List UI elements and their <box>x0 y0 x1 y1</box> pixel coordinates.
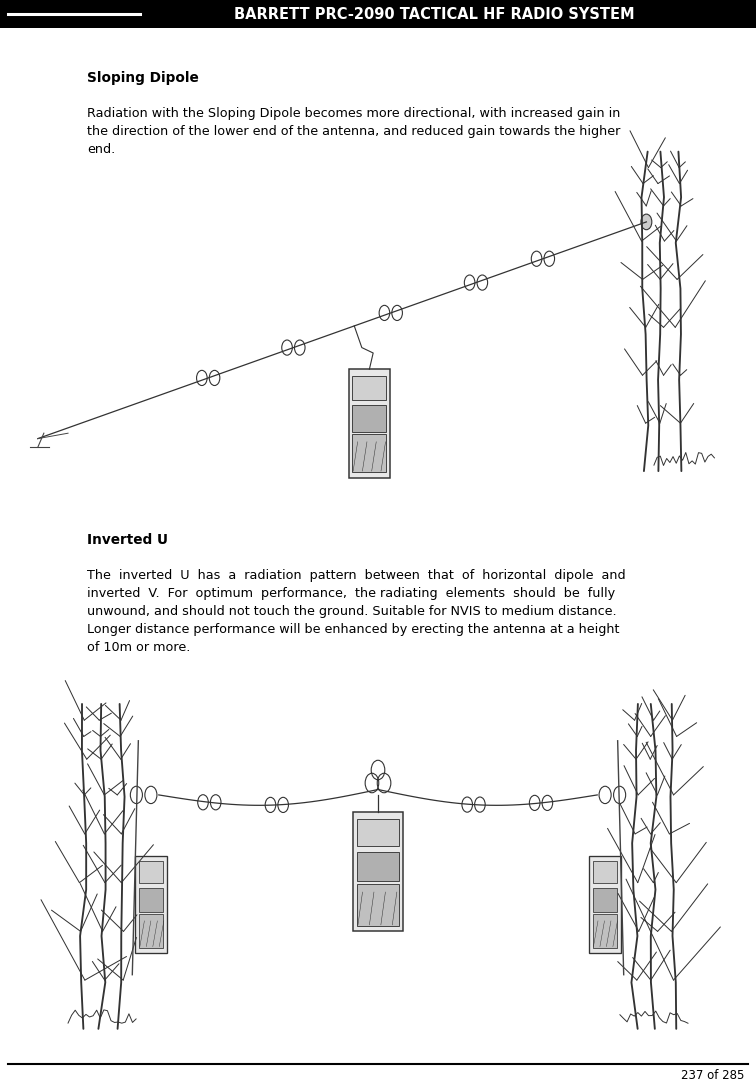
Text: Sloping Dipole: Sloping Dipole <box>87 71 199 86</box>
Text: Inverted U: Inverted U <box>87 533 168 547</box>
Bar <box>593 888 617 912</box>
Bar <box>353 812 402 931</box>
Bar <box>358 851 399 882</box>
Text: Radiation with the Sloping Dipole becomes more directional, with increased gain : Radiation with the Sloping Dipole become… <box>87 107 621 156</box>
Text: The  inverted  U  has  a  radiation  pattern  between  that  of  horizontal  dip: The inverted U has a radiation pattern b… <box>87 569 625 653</box>
Text: 237 of 285: 237 of 285 <box>681 1069 745 1082</box>
Bar <box>135 856 167 953</box>
Bar <box>352 376 386 400</box>
Bar <box>352 434 386 472</box>
Bar <box>593 914 617 948</box>
Bar <box>139 861 163 883</box>
Bar <box>0 0 756 28</box>
Circle shape <box>641 214 652 230</box>
Bar <box>593 861 617 883</box>
Bar <box>589 856 621 953</box>
Text: BARRETT PRC-2090 TACTICAL HF RADIO SYSTEM: BARRETT PRC-2090 TACTICAL HF RADIO SYSTE… <box>234 6 635 22</box>
Bar <box>352 405 386 432</box>
Bar <box>349 369 390 478</box>
Bar <box>139 888 163 912</box>
Bar <box>358 820 399 846</box>
Bar <box>358 884 399 926</box>
Bar <box>139 914 163 948</box>
